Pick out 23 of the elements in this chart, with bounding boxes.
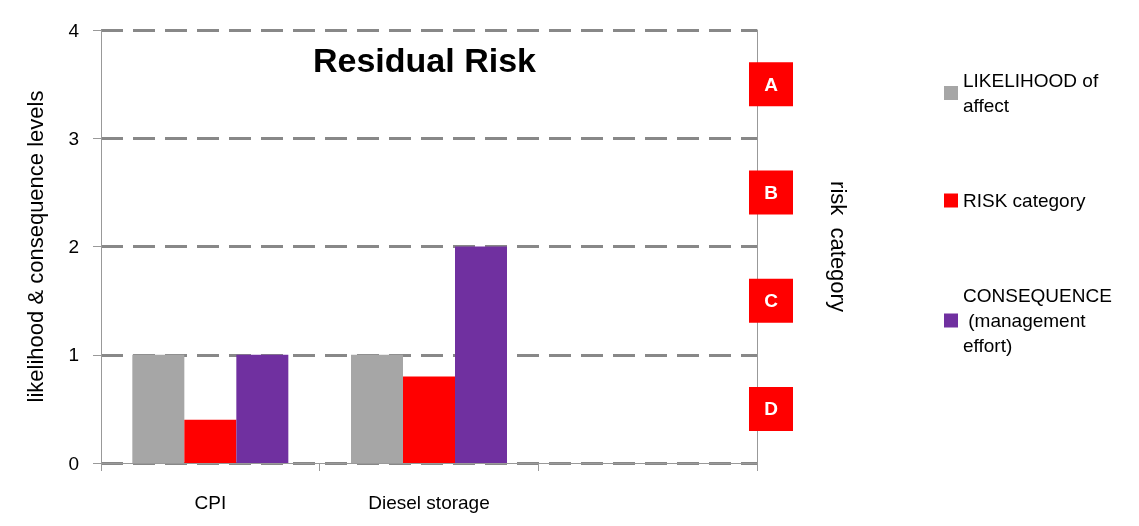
category-label: A (764, 73, 778, 95)
y-axis-title: likelihood & consequence levels (22, 90, 48, 403)
legend-label: LIKELIHOOD of affect (963, 70, 1104, 116)
y-tick-label: 3 (68, 127, 79, 149)
bar (455, 246, 507, 463)
y-tick-label: 4 (68, 19, 80, 41)
legend-label: CONSEQUENCE (management effort) (963, 285, 1112, 356)
legend-label: RISK category (963, 190, 1086, 211)
category-label: D (764, 398, 778, 420)
bar (132, 354, 185, 463)
bar (184, 419, 237, 463)
y-tick-label: 2 (68, 236, 79, 257)
category-label: C (764, 290, 778, 312)
y2-axis-title: risk category (825, 181, 851, 312)
category-label: B (764, 181, 778, 203)
y-tick-label: 0 (68, 452, 79, 474)
bar (403, 376, 455, 463)
bar (351, 354, 403, 463)
bar (236, 354, 289, 463)
chart-title: Residual Risk (313, 41, 537, 79)
x-tick-label: Diesel storage (368, 492, 490, 513)
y-tick-label: 1 (68, 344, 79, 366)
x-tick-label: CPI (194, 492, 227, 513)
